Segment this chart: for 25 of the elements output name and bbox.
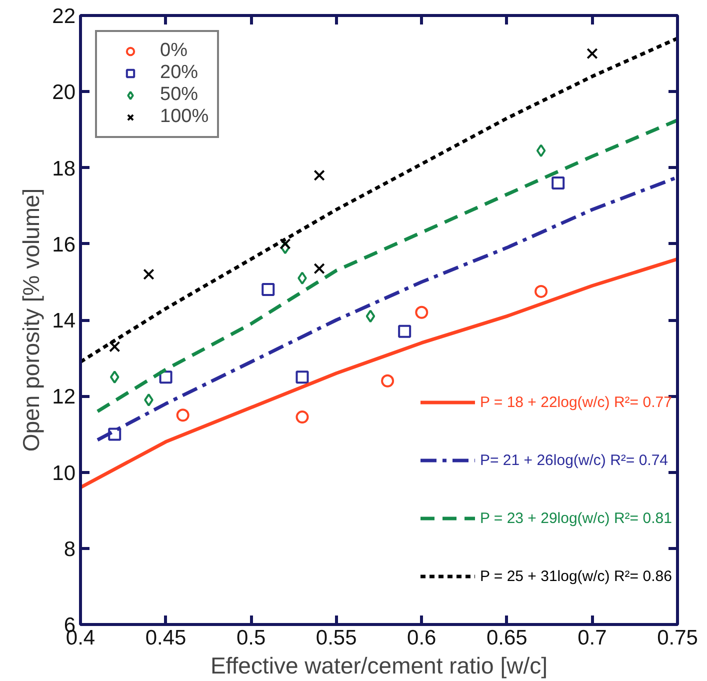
y-tick-label: 8 — [64, 538, 76, 561]
y-tick-label: 16 — [52, 233, 76, 256]
x-tick-label: 0.7 — [578, 626, 607, 650]
y-tick-label: 10 — [52, 462, 76, 485]
y-tick-label: 20 — [52, 81, 76, 104]
x-axis-title: Effective water/cement ratio [w/c] — [210, 652, 548, 678]
legend-label: 0% — [160, 40, 188, 62]
x-tick-label: 0.65 — [486, 626, 528, 650]
legend-label: 50% — [160, 84, 198, 106]
y-tick-label: 18 — [52, 157, 76, 180]
y-axis-title: Open porosity [% volume] — [18, 188, 44, 452]
legend-label: P = 25 + 31log(w/c) R²= 0.86 — [480, 568, 672, 584]
x-tick-label: 0.5 — [236, 626, 266, 650]
x-tick-label: 0.55 — [316, 626, 357, 650]
legend-label: P = 23 + 29log(w/c) R²= 0.81 — [480, 510, 672, 526]
y-tick-label: 14 — [52, 310, 76, 332]
legend-label: P = 18 + 22log(w/c) R²= 0.77 — [480, 394, 672, 410]
y-tick-label: 22 — [52, 5, 76, 28]
x-tick-label: 0.6 — [407, 626, 436, 650]
x-tick-label: 0.45 — [145, 626, 186, 650]
x-tick-label: 0.75 — [657, 626, 698, 650]
legend-label: 100% — [160, 106, 209, 128]
y-tick-label: 12 — [52, 386, 76, 409]
legend-label: 20% — [160, 62, 198, 84]
legend-label: P= 21 + 26log(w/c) R²= 0.74 — [480, 452, 668, 468]
